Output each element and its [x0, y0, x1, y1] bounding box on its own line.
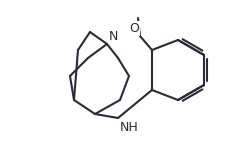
Text: O: O — [129, 22, 139, 35]
Text: NH: NH — [120, 121, 139, 134]
Text: N: N — [109, 30, 118, 43]
